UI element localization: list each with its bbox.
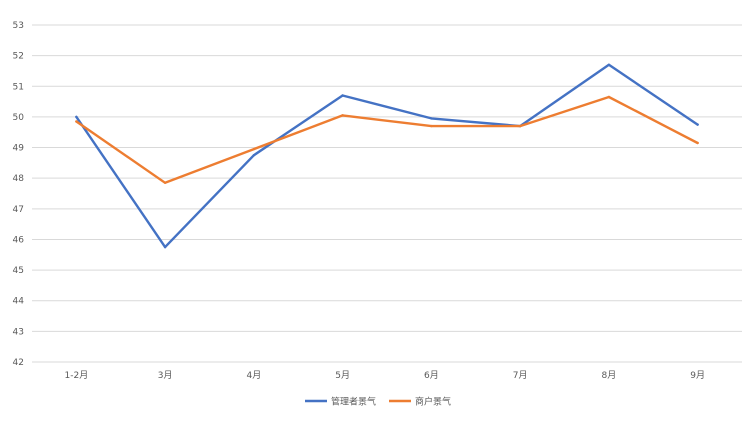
y-tick-label: 42 [13,358,24,368]
y-tick-label: 44 [13,297,25,307]
legend-item-2: 商户景气 [389,396,451,408]
data-point [341,114,344,117]
data-point [341,94,344,97]
data-point [163,245,167,249]
y-tick-label: 46 [13,235,25,245]
y-tick-label: 51 [13,82,24,92]
data-point [75,120,78,123]
y-tick-label: 47 [13,205,24,215]
legend-label: 商户景气 [415,396,451,408]
gridlines [32,24,742,363]
y-axis-tick-labels: 42 43 44 45 46 47 48 49 50 51 52 53 [13,21,25,368]
y-tick-label: 45 [13,266,24,276]
x-tick-label: 7月 [513,370,528,381]
x-tick-label: 9月 [690,370,705,381]
data-point [252,154,256,157]
data-point [430,124,433,128]
y-tick-label: 49 [13,144,25,154]
x-tick-label: 1-2月 [65,370,89,381]
legend-item-1: 管理者景气 [305,396,376,408]
y-tick-label: 50 [13,113,25,123]
y-tick-label: 53 [13,21,24,31]
x-tick-label: 3月 [158,370,173,381]
data-point [163,181,167,184]
y-tick-label: 48 [13,174,25,184]
x-tick-label: 5月 [335,370,350,381]
data-point [607,63,611,67]
data-point [607,95,611,99]
y-tick-label: 43 [13,327,24,337]
x-tick-label: 8月 [602,370,617,381]
data-point [430,117,433,120]
series-lines [75,63,699,249]
data-point [518,124,522,128]
data-point [696,123,699,126]
y-tick-label: 52 [13,52,24,62]
legend: 管理者景气 商户景气 [305,396,451,408]
data-point [75,115,78,119]
x-tick-label: 6月 [424,370,439,381]
series-line-1 [75,63,699,249]
data-point [696,141,699,145]
x-axis-tick-labels: 1-2月 3月 4月 5月 6月 7月 8月 9月 [65,370,705,381]
x-tick-label: 4月 [247,370,262,381]
data-point [252,147,256,151]
series-line-2 [75,95,699,185]
legend-label: 管理者景气 [331,396,376,408]
